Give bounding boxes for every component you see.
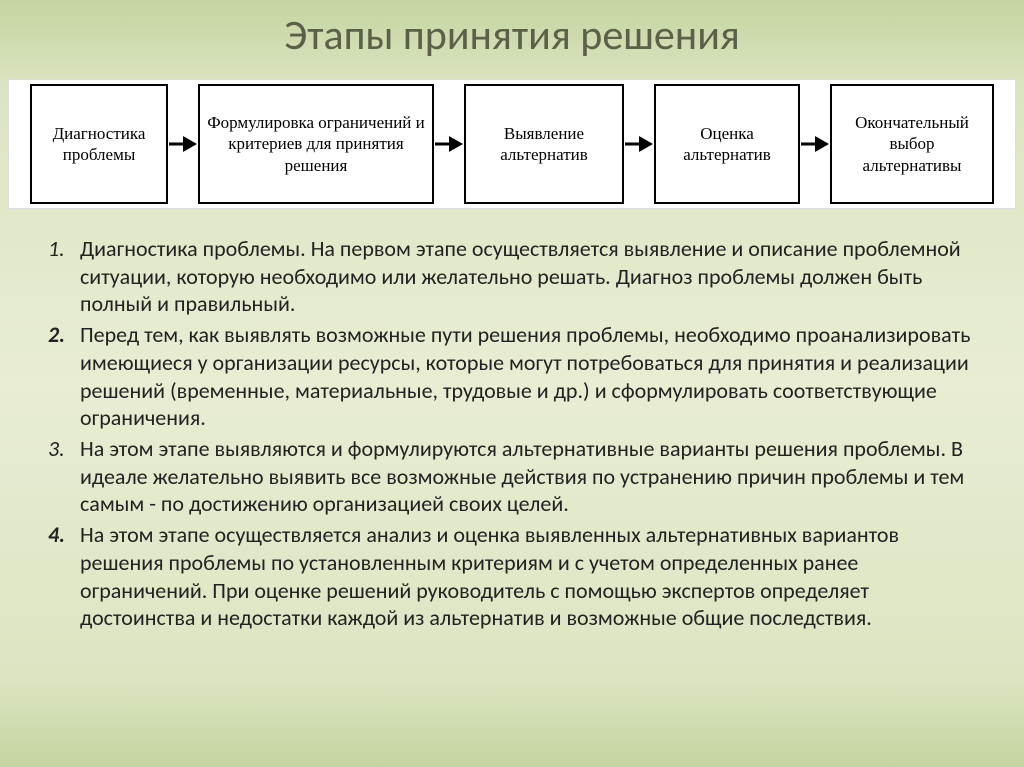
flow-box-3: Выявление альтернатив: [464, 84, 624, 204]
item-text: На этом этапе осуществляется анализ и оц…: [80, 521, 899, 631]
flow-box-4: Оценка альтернатив: [654, 84, 800, 204]
list-item: 2.Перед тем, как выявлять возможные пути…: [46, 321, 984, 432]
arrow-icon: [168, 84, 198, 204]
arrow-icon: [434, 84, 464, 204]
item-number: 1.: [48, 235, 76, 263]
page-title: Этапы принятия решения: [0, 0, 1024, 79]
list-item: 1.Диагностика проблемы. На первом этапе …: [46, 235, 984, 318]
flow-box-5: Окончательный выбор альтернативы: [830, 84, 994, 204]
content-list: 1.Диагностика проблемы. На первом этапе …: [0, 209, 1024, 645]
item-number: 3.: [48, 435, 76, 463]
list-item: 4.На этом этапе осуществляется анализ и …: [46, 521, 984, 632]
item-text: На этом этапе выявляются и формулируются…: [80, 435, 964, 517]
item-number: 4.: [48, 521, 76, 549]
flow-diagram: Диагностика проблемы Формулировка ограни…: [8, 79, 1016, 209]
flow-box-1: Диагностика проблемы: [30, 84, 168, 204]
list-item: 3.На этом этапе выявляются и формулируют…: [46, 435, 984, 518]
flow-box-2: Формулировка ограничений и критериев для…: [198, 84, 434, 204]
item-number: 2.: [48, 321, 76, 349]
item-text: Перед тем, как выявлять возможные пути р…: [80, 321, 970, 431]
arrow-icon: [624, 84, 654, 204]
arrow-icon: [800, 84, 830, 204]
item-text: Диагностика проблемы. На первом этапе ос…: [80, 235, 961, 317]
